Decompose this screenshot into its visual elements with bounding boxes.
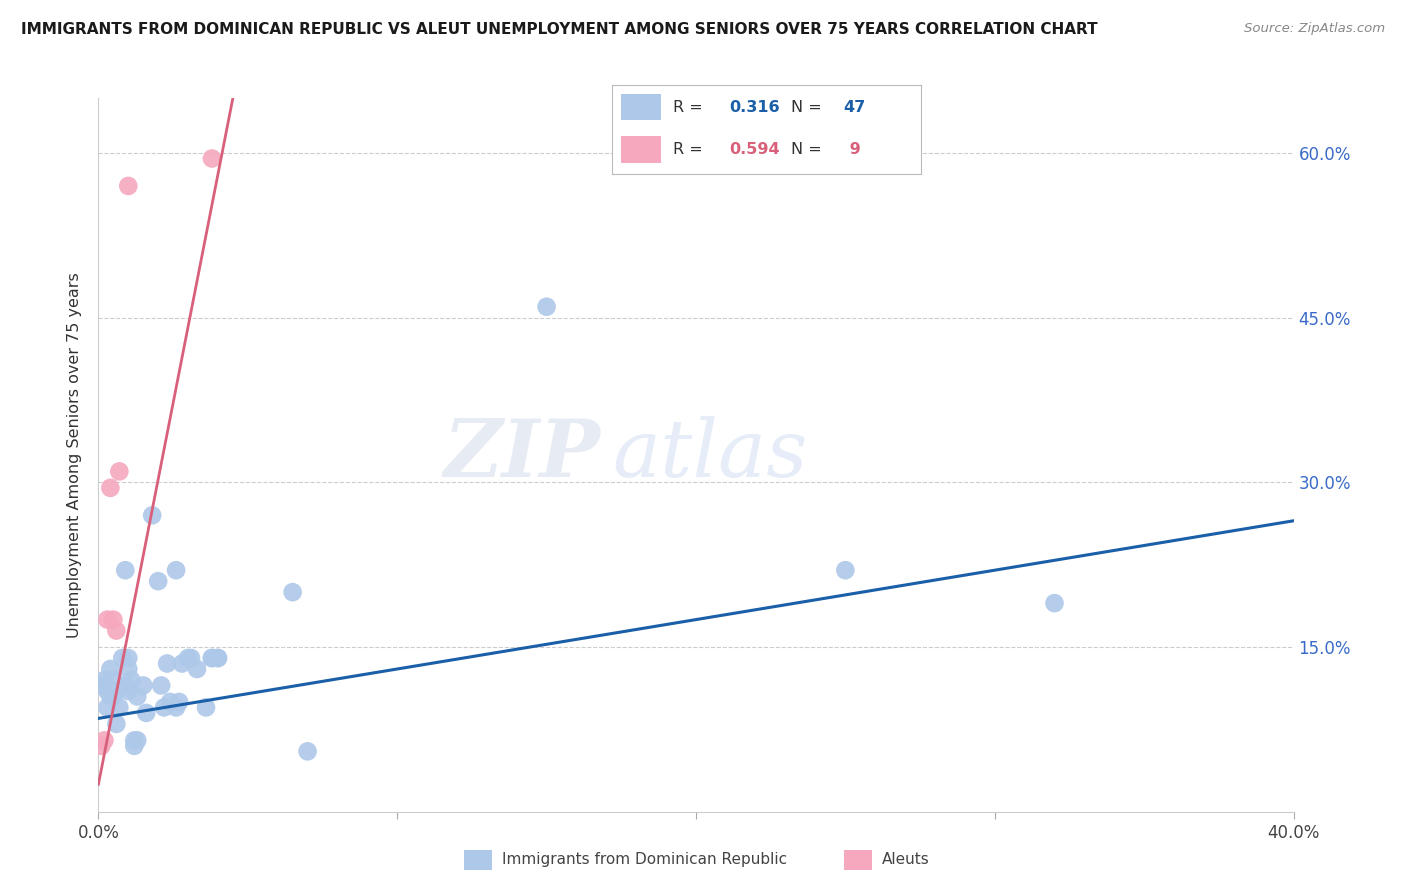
Point (834, 563, 856, 577)
Point (100, 481, 122, 495)
Point (105, 717, 128, 731)
Text: ZIP: ZIP (443, 417, 600, 493)
Point (96, 613, 118, 627)
Point (165, 700, 187, 714)
Point (103, 613, 125, 627)
Point (117, 178, 139, 193)
Point (105, 624, 128, 638)
Point (96, 700, 118, 714)
Y-axis label: Unemployment Among Seniors over 75 years: Unemployment Among Seniors over 75 years (67, 272, 83, 638)
Point (167, 695, 190, 709)
Point (117, 684, 139, 698)
Point (172, 657, 194, 671)
Point (100, 662, 122, 676)
Point (141, 508, 163, 523)
Text: Immigrants from Dominican Republic: Immigrants from Dominican Republic (502, 853, 787, 867)
Point (100, 690, 122, 704)
Text: 9: 9 (844, 143, 860, 157)
Point (93, 673, 115, 687)
Point (153, 700, 176, 714)
Point (120, 673, 142, 687)
Text: R =: R = (673, 143, 709, 157)
Text: Source: ZipAtlas.com: Source: ZipAtlas.com (1244, 22, 1385, 36)
Text: R =: R = (673, 100, 709, 115)
Point (195, 700, 218, 714)
Point (201, 651, 224, 665)
Text: atlas: atlas (613, 417, 807, 493)
Point (177, 651, 200, 665)
Point (108, 700, 131, 714)
Point (114, 678, 136, 692)
Point (165, 563, 187, 577)
Point (127, 733, 149, 747)
Point (150, 678, 173, 692)
Point (96, 684, 118, 698)
Text: N =: N = (792, 143, 827, 157)
Point (108, 464, 131, 478)
Text: N =: N = (792, 100, 827, 115)
Point (159, 695, 181, 709)
Point (111, 651, 134, 665)
Text: 0.316: 0.316 (730, 100, 780, 115)
Point (135, 706, 157, 720)
Point (281, 585, 304, 599)
Point (90, 739, 112, 753)
Text: 47: 47 (844, 100, 866, 115)
Point (186, 662, 208, 676)
Point (180, 651, 202, 665)
Point (127, 690, 149, 704)
Point (117, 662, 139, 676)
Bar (621, 94, 661, 120)
Point (156, 657, 179, 671)
Point (536, 300, 558, 314)
Point (117, 651, 139, 665)
Text: Aleuts: Aleuts (882, 853, 929, 867)
Point (105, 684, 128, 698)
Text: IMMIGRANTS FROM DOMINICAN REPUBLIC VS ALEUT UNEMPLOYMENT AMONG SENIORS OVER 75 Y: IMMIGRANTS FROM DOMINICAN REPUBLIC VS AL… (21, 22, 1098, 37)
Point (1043, 596, 1066, 610)
Point (124, 739, 146, 753)
Point (114, 563, 136, 577)
Point (103, 690, 125, 704)
Point (93, 733, 115, 747)
Point (132, 678, 155, 692)
Point (103, 673, 125, 687)
Bar (621, 136, 661, 163)
Point (297, 744, 319, 758)
Point (201, 651, 224, 665)
Text: 0.594: 0.594 (730, 143, 780, 157)
Point (201, 152, 224, 166)
Point (90, 678, 112, 692)
Point (148, 574, 170, 589)
Point (124, 733, 146, 747)
Point (207, 651, 229, 665)
Point (207, 651, 229, 665)
